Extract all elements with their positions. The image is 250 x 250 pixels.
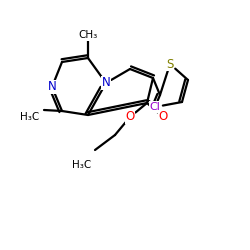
Text: Cl: Cl: [150, 102, 160, 112]
Text: S: S: [166, 58, 174, 70]
Text: N: N: [102, 76, 110, 90]
Text: H₃C: H₃C: [72, 160, 92, 170]
Text: N: N: [48, 80, 56, 94]
Text: CH₃: CH₃: [78, 30, 98, 40]
Text: H₃C: H₃C: [20, 112, 40, 122]
Text: O: O: [158, 110, 168, 124]
Text: O: O: [126, 110, 134, 124]
